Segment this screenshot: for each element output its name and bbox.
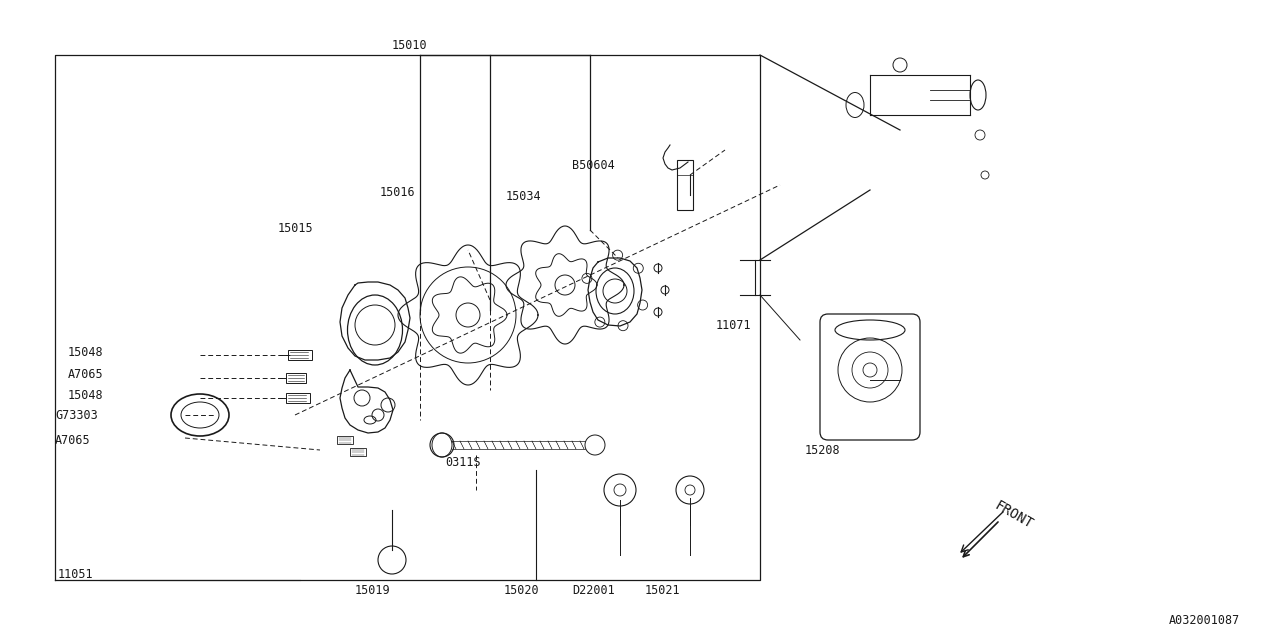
Text: 11051: 11051	[58, 568, 93, 582]
Text: 15048: 15048	[68, 346, 104, 358]
Text: A7065: A7065	[55, 433, 91, 447]
Text: 0311S: 0311S	[445, 456, 480, 468]
Text: 15015: 15015	[278, 221, 314, 234]
Text: A032001087: A032001087	[1169, 614, 1240, 627]
Bar	[285, 393, 310, 403]
Text: 15208: 15208	[805, 444, 841, 456]
Text: FRONT: FRONT	[992, 499, 1034, 532]
Text: D22001: D22001	[572, 584, 614, 596]
Text: A7065: A7065	[68, 367, 104, 381]
Bar	[349, 448, 366, 456]
Bar	[677, 160, 692, 210]
Text: B50604: B50604	[572, 159, 614, 172]
Text: G73303: G73303	[55, 408, 97, 422]
Text: 15048: 15048	[68, 388, 104, 401]
Bar	[337, 436, 353, 444]
Text: 11071: 11071	[716, 319, 751, 332]
Text: 15016: 15016	[380, 186, 416, 198]
Text: 15020: 15020	[504, 584, 540, 596]
Text: 15019: 15019	[355, 584, 390, 596]
Text: 15034: 15034	[506, 189, 541, 202]
Text: 15010: 15010	[392, 38, 428, 51]
Bar	[285, 373, 306, 383]
Text: 15021: 15021	[645, 584, 681, 596]
Bar	[288, 350, 312, 360]
